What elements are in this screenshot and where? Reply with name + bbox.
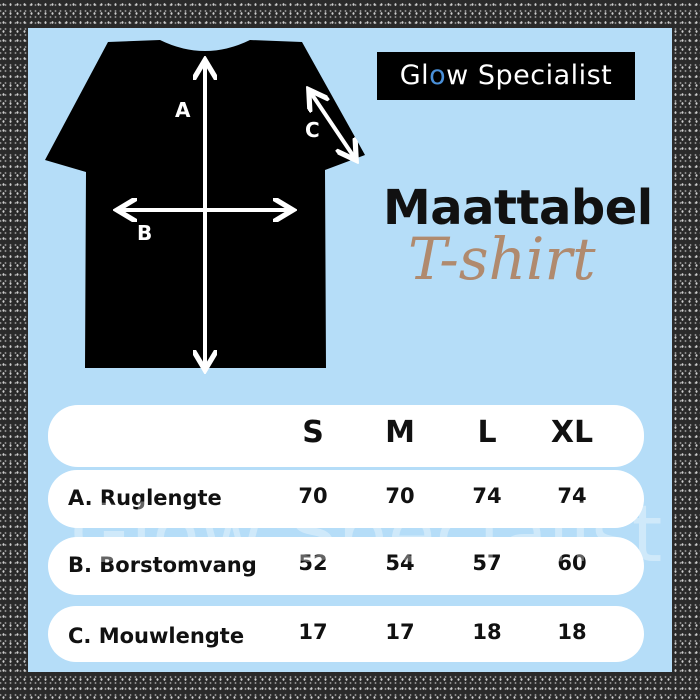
table-cell: 17 [385,620,415,644]
table-cell: 52 [298,551,328,575]
table-cell: 17 [298,620,328,644]
table-header-row: S M L XL [48,405,644,467]
table-cell: 54 [385,551,415,575]
label-b: B [137,221,152,245]
size-header: XL [550,415,594,450]
table-cell: 60 [557,551,587,575]
table-cell: 18 [472,620,502,644]
size-header: L [477,415,497,450]
table-row: A. Ruglengte 70 70 74 74 [48,470,644,528]
size-header: M [385,415,415,450]
page-title: Maattabel [383,180,653,236]
table-cell: 74 [472,484,502,508]
table-cell: 57 [472,551,502,575]
table-cell: 70 [298,484,328,508]
table-cell: 74 [557,484,587,508]
brand-logo: Glow Specialist [377,52,635,100]
page-subtitle: T-shirt [408,225,596,293]
tshirt-diagram: A B C [45,40,365,400]
row-label: A. Ruglengte [68,486,222,510]
table-cell: 70 [385,484,415,508]
label-a: A [175,98,191,122]
label-c: C [305,118,320,142]
size-header: S [302,415,324,450]
arrow-c [311,93,354,157]
table-row: B. Borstomvang 52 54 57 60 [48,537,644,595]
row-label: C. Mouwlengte [68,624,245,648]
table-cell: 18 [557,620,587,644]
row-label: B. Borstomvang [68,553,257,577]
table-row: C. Mouwlengte 17 17 18 18 [48,606,644,662]
